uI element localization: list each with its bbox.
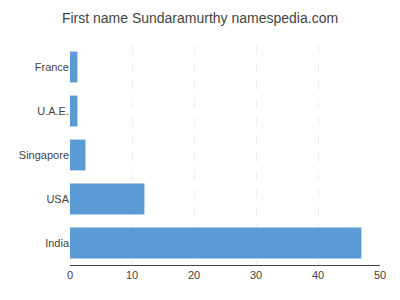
svg-text:U.A.E.: U.A.E.	[37, 105, 69, 117]
svg-text:20: 20	[188, 269, 200, 281]
svg-text:0: 0	[67, 269, 73, 281]
svg-text:First name Sundaramurthy names: First name Sundaramurthy namespedia.com	[62, 10, 338, 26]
svg-text:30: 30	[250, 269, 262, 281]
svg-text:USA: USA	[46, 193, 69, 205]
svg-text:India: India	[45, 237, 70, 249]
svg-text:40: 40	[312, 269, 324, 281]
svg-text:Singapore: Singapore	[19, 149, 69, 161]
svg-text:10: 10	[126, 269, 138, 281]
svg-text:50: 50	[374, 269, 386, 281]
svg-text:France: France	[35, 61, 69, 73]
